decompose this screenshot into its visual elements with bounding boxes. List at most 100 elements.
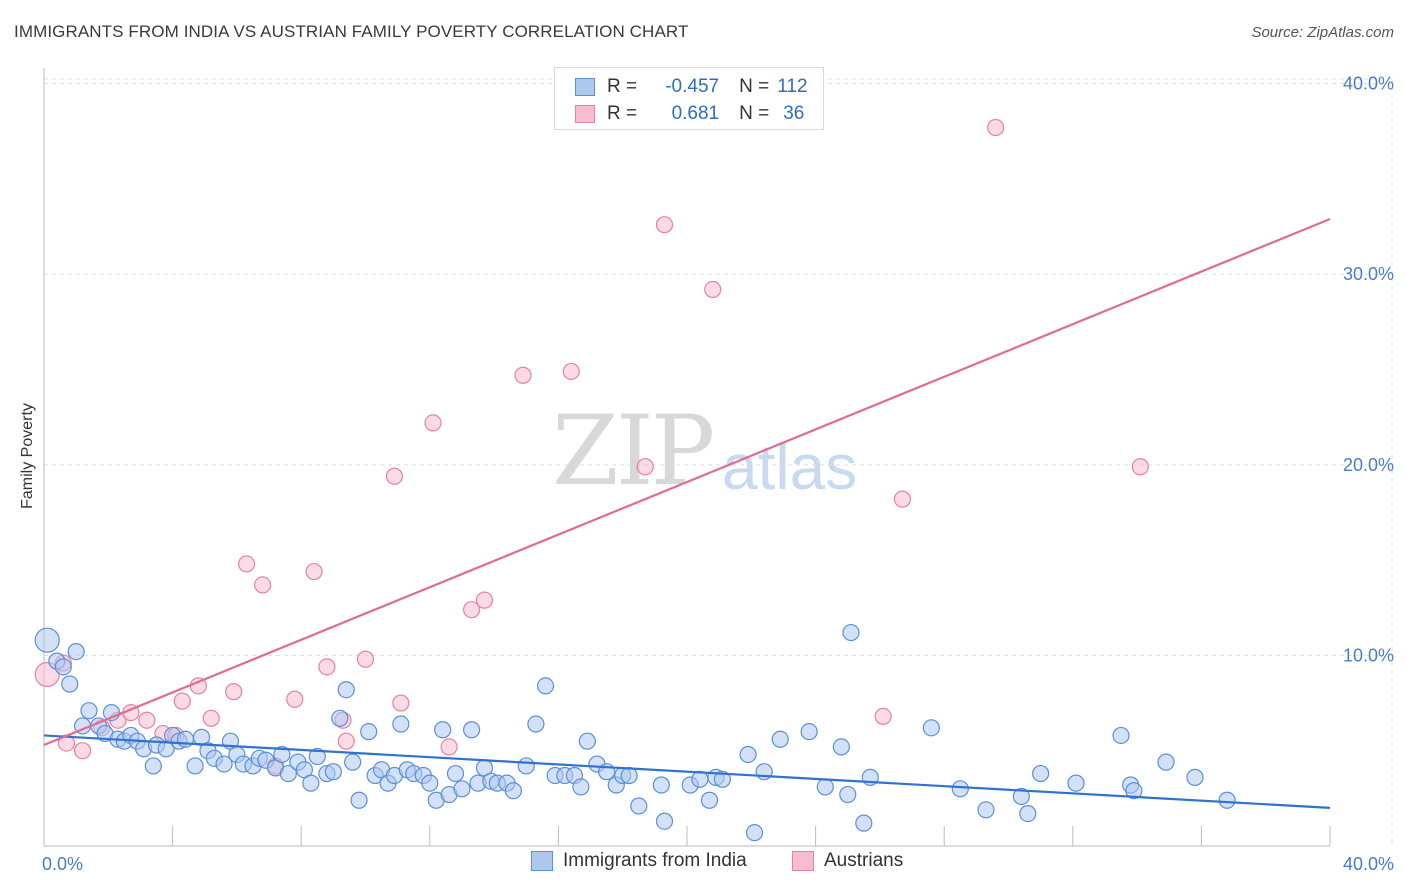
india-point bbox=[1218, 791, 1236, 809]
india-point bbox=[80, 702, 98, 720]
austrians-point bbox=[392, 694, 410, 712]
austrians-point bbox=[704, 280, 722, 299]
y-tick-label: 30.0% bbox=[1343, 264, 1394, 284]
india-point bbox=[1112, 726, 1130, 745]
legend-n-value-austrians: 36 bbox=[783, 103, 805, 124]
india-trend-line bbox=[43, 734, 1331, 809]
india-point bbox=[54, 658, 72, 676]
bottom-legend-swatch-austrians bbox=[792, 851, 814, 871]
india-point bbox=[324, 763, 342, 781]
india-point bbox=[350, 791, 368, 809]
india-point bbox=[421, 774, 439, 792]
india-point bbox=[176, 730, 195, 748]
bottom-legend-label-austrians: Austrians bbox=[824, 850, 904, 871]
legend-r-label-india: R = bbox=[607, 76, 638, 97]
bottom-legend-label-india: Immigrants from India bbox=[563, 850, 747, 871]
india-point bbox=[816, 778, 834, 796]
austrians-point bbox=[337, 732, 355, 750]
austrians-point bbox=[202, 709, 220, 727]
legend-swatch-india bbox=[575, 78, 595, 96]
india-point bbox=[842, 623, 860, 642]
axis-layer bbox=[43, 68, 1331, 847]
india-point bbox=[186, 757, 204, 775]
stats-legend: R = -0.457 N = 112 R = 0.681 N = 36 bbox=[554, 67, 824, 130]
india-point bbox=[1186, 768, 1204, 786]
india-point bbox=[800, 723, 818, 741]
austrians-point bbox=[73, 742, 92, 760]
legend-r-label-austrians: R = bbox=[607, 103, 638, 124]
austrians-point bbox=[475, 591, 494, 609]
india-point bbox=[504, 782, 522, 800]
india-point bbox=[360, 723, 378, 741]
legend-row-austrians: R = 0.681 N = 36 bbox=[575, 101, 804, 127]
india-point bbox=[337, 681, 355, 699]
y-tick-label: 20.0% bbox=[1343, 455, 1394, 475]
austrians-point bbox=[225, 683, 243, 701]
india-point bbox=[839, 785, 857, 804]
india-point bbox=[453, 780, 471, 798]
legend-row-india: R = -0.457 N = 112 bbox=[575, 74, 808, 100]
india-point bbox=[462, 721, 481, 739]
bottom-legend-swatch-india bbox=[531, 851, 553, 871]
india-point bbox=[279, 764, 297, 783]
bottom-legend-austrians: Austrians bbox=[792, 850, 903, 872]
india-point bbox=[977, 801, 995, 819]
grid-layer bbox=[44, 78, 1393, 846]
india-point bbox=[536, 677, 555, 695]
austrians-point bbox=[318, 658, 336, 676]
india-point bbox=[61, 675, 79, 693]
austrians-point bbox=[987, 118, 1005, 137]
austrians-point bbox=[237, 555, 256, 573]
india-point bbox=[700, 791, 719, 809]
india-point bbox=[331, 709, 349, 727]
austrians-point bbox=[514, 366, 532, 384]
india-point bbox=[67, 643, 85, 661]
legend-r-value-austrians: 0.681 bbox=[671, 103, 720, 124]
legend-n-label-austrians: N = bbox=[739, 103, 770, 124]
india-point bbox=[1012, 787, 1030, 806]
india-point bbox=[652, 776, 670, 794]
bottom-legend: Immigrants from India Austrians bbox=[0, 850, 1406, 878]
india-point bbox=[215, 755, 233, 773]
source-label: Source: ZipAtlas.com bbox=[1251, 24, 1394, 41]
india-point bbox=[517, 757, 535, 775]
austrians-point bbox=[562, 362, 580, 381]
india-point bbox=[1157, 753, 1175, 771]
y-tick-label: 10.0% bbox=[1343, 645, 1394, 665]
x-tick-label: 40.0% bbox=[1343, 854, 1394, 874]
india-point bbox=[144, 757, 162, 775]
india-point bbox=[655, 812, 674, 830]
bottom-legend-india: Immigrants from India bbox=[531, 850, 747, 872]
watermark-zip: ZIP bbox=[552, 395, 715, 507]
india-point bbox=[1019, 805, 1037, 823]
austrians-point bbox=[893, 490, 912, 508]
austrians-point bbox=[286, 690, 304, 708]
tick-layer: 10.0% 20.0% 30.0% 40.0% 0.0% 40.0% bbox=[42, 74, 1394, 874]
india-point bbox=[739, 745, 757, 764]
india-point bbox=[855, 814, 873, 832]
india-point bbox=[527, 715, 545, 733]
india-point bbox=[1067, 774, 1085, 792]
austrians-point bbox=[385, 467, 404, 485]
y-tick-label: 40.0% bbox=[1343, 74, 1394, 94]
austrians-point bbox=[356, 650, 375, 668]
india-point bbox=[1125, 782, 1143, 800]
india-point bbox=[392, 715, 410, 733]
india-point bbox=[302, 774, 320, 792]
india-point bbox=[344, 753, 362, 771]
india-point bbox=[434, 721, 452, 739]
india-point bbox=[572, 778, 590, 796]
austrians-point bbox=[440, 738, 458, 756]
austrians-point bbox=[138, 711, 156, 729]
austrians-point bbox=[1131, 458, 1149, 476]
austrians-point bbox=[254, 576, 272, 594]
austrians-point bbox=[462, 601, 481, 619]
india-point bbox=[620, 766, 638, 785]
x-tick-label: 0.0% bbox=[42, 854, 83, 874]
chart-title: IMMIGRANTS FROM INDIA VS AUSTRIAN FAMILY… bbox=[14, 22, 689, 41]
watermark-atlas: atlas bbox=[722, 431, 858, 503]
india-point bbox=[308, 747, 326, 766]
india-point bbox=[771, 730, 789, 748]
india-point bbox=[951, 780, 969, 798]
legend-r-value-india: -0.457 bbox=[665, 76, 720, 97]
